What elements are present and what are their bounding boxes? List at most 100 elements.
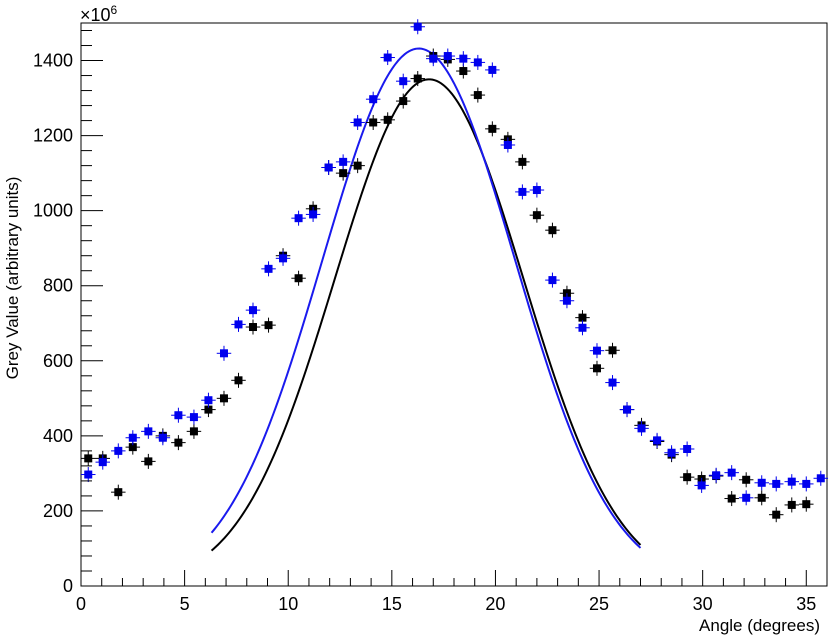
data-point — [125, 430, 141, 446]
point-marker — [532, 211, 541, 220]
point-marker — [742, 475, 751, 484]
point-marker — [683, 473, 692, 482]
point-marker — [578, 323, 587, 332]
data-point — [291, 270, 306, 286]
data-point — [575, 320, 590, 336]
data-point — [426, 51, 441, 67]
x-tick-label: 15 — [382, 594, 402, 614]
y-tick-label: 200 — [43, 501, 73, 521]
data-point — [395, 73, 411, 89]
point-marker — [637, 424, 646, 433]
point-marker — [413, 74, 422, 83]
point-marker — [518, 187, 527, 196]
data-point — [155, 430, 171, 446]
data-point — [768, 476, 784, 492]
fit-curve-2 — [210, 47, 642, 549]
point-marker — [84, 470, 93, 479]
x-tick-label: 30 — [693, 594, 713, 614]
data-point — [111, 484, 126, 500]
point-marker — [84, 454, 93, 463]
point-marker — [369, 95, 378, 104]
point-marker — [548, 226, 557, 235]
point-marker — [264, 264, 273, 273]
data-point — [171, 407, 186, 423]
data-point — [305, 206, 321, 222]
data-point — [186, 423, 202, 439]
point-marker — [383, 53, 392, 62]
point-marker — [189, 427, 198, 436]
x-tick-label: 0 — [76, 594, 86, 614]
data-point — [768, 507, 784, 523]
data-point — [350, 158, 365, 174]
data-point — [799, 496, 814, 512]
data-point — [350, 114, 365, 130]
data-point — [754, 490, 769, 506]
y-tick-label: 0 — [63, 576, 73, 596]
data-point — [111, 443, 126, 459]
x-tick-label: 35 — [796, 594, 816, 614]
point-marker — [189, 413, 198, 422]
point-marker — [653, 436, 662, 445]
point-marker — [309, 210, 318, 219]
point-marker — [683, 445, 692, 454]
point-marker — [353, 161, 362, 170]
data-point — [275, 250, 291, 266]
data-point — [380, 50, 395, 66]
data-point — [649, 432, 665, 448]
data-point — [664, 445, 679, 461]
data-point — [515, 154, 530, 170]
y-tick-label: 600 — [43, 351, 73, 371]
x-tick-label: 25 — [589, 594, 609, 614]
data-point — [365, 91, 381, 107]
point-marker — [353, 118, 362, 127]
data-point — [216, 390, 232, 406]
data-point — [784, 474, 800, 490]
y-tick-label: 1000 — [33, 201, 73, 221]
point-marker — [399, 77, 408, 86]
x-tick-label: 10 — [278, 594, 298, 614]
x-axis-label: Angle (degrees) — [699, 616, 820, 635]
point-marker — [802, 479, 811, 488]
data-point — [619, 402, 635, 418]
point-marker — [158, 433, 167, 442]
point-marker — [383, 115, 392, 124]
point-marker — [667, 448, 676, 457]
data-point — [679, 441, 695, 457]
y-tick-label: 1200 — [33, 126, 73, 146]
data-point — [81, 450, 96, 466]
y-tick-label: 400 — [43, 426, 73, 446]
axes: 0 5 10 15 20 25 30 35 0 200 400 600 800 1000 1200 1400 — [33, 30, 828, 614]
data-point — [395, 93, 411, 109]
point-marker — [339, 157, 348, 166]
data-point — [813, 470, 829, 486]
fit-curves — [210, 47, 642, 552]
point-marker — [623, 405, 632, 414]
point-marker — [324, 163, 333, 172]
data-point — [784, 497, 800, 513]
data-point — [799, 476, 814, 492]
series-2 — [81, 19, 829, 506]
point-marker — [248, 323, 257, 332]
point-marker — [174, 438, 183, 447]
point-marker — [802, 500, 811, 509]
point-marker — [144, 457, 153, 466]
data-point — [291, 210, 306, 226]
point-marker — [144, 427, 153, 436]
point-marker — [369, 118, 378, 127]
point-marker — [204, 405, 213, 414]
data-point — [335, 154, 351, 170]
data-point — [738, 472, 754, 488]
point-marker — [772, 479, 781, 488]
point-marker — [443, 52, 452, 61]
point-marker — [608, 378, 617, 387]
point-marker — [488, 65, 497, 74]
point-marker — [413, 22, 422, 31]
data-point — [245, 319, 261, 335]
data-point — [81, 467, 96, 483]
data-point — [261, 317, 276, 333]
data-point — [589, 343, 605, 359]
data-point — [171, 435, 186, 451]
data-point — [589, 360, 605, 376]
point-marker — [339, 169, 348, 178]
